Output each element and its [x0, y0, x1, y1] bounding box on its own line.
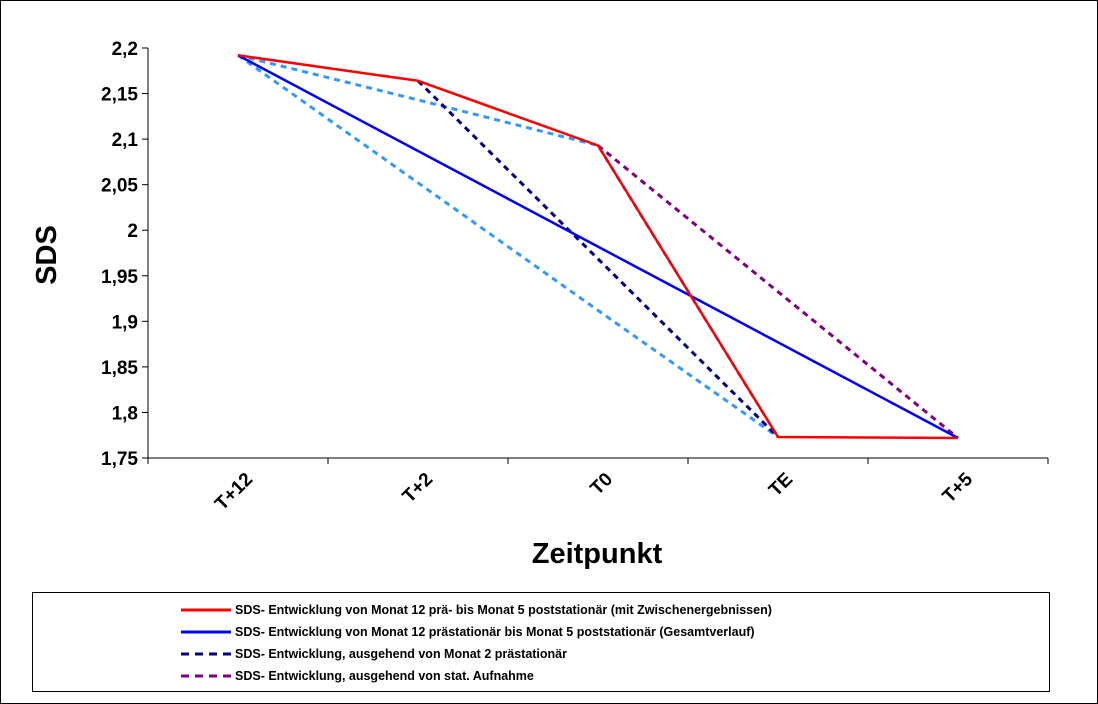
ticks-layer: 2,2 2,15 2,1 2,05 2 1,95 1,9 1,85 1,8 1,75 T+12 T+2… — [101, 39, 1049, 515]
y-tick-label: 2,2 — [112, 39, 138, 60]
legend-item: SDS- Entwicklung, ausgehend von stat. Au… — [181, 665, 534, 687]
y-tick-label: 2 — [127, 221, 138, 242]
series-line-3 — [416, 79, 780, 439]
legend-label: SDS- Entwicklung, ausgehend von stat. Au… — [235, 669, 534, 683]
series-layer — [237, 53, 959, 440]
y-tick-label: 2,05 — [101, 176, 138, 197]
y-tick-label: 1,85 — [101, 358, 138, 379]
legend-label: SDS- Entwicklung von Monat 12 prästation… — [235, 625, 755, 639]
series-line-1 — [237, 54, 959, 440]
x-tick-label: T+12 — [211, 469, 257, 515]
y-tick-label: 2,1 — [112, 130, 139, 151]
legend-swatch — [181, 674, 231, 678]
legend-swatch — [181, 630, 231, 634]
x-tick-label: TE — [765, 469, 797, 501]
x-axis-title: Zeitpunkt — [532, 538, 663, 570]
legend: SDS- Entwicklung von Monat 12 prä- bis M… — [32, 592, 1050, 692]
axes — [147, 48, 1048, 459]
y-tick-label: 2,15 — [101, 85, 138, 106]
chart-area: 2,2 2,15 2,1 2,05 2 1,95 1,9 1,85 1,8 1,75 T+12 T+2… — [31, 39, 1049, 570]
series-line-2 — [237, 54, 959, 440]
legend-label: SDS- Entwicklung von Monat 12 prä- bis M… — [235, 603, 772, 617]
series-line-4 — [597, 144, 959, 440]
y-tick-label: 1,9 — [112, 312, 138, 333]
y-tick-label: 1,75 — [101, 449, 138, 470]
legend-item: SDS- Entwicklung, ausgehend von Monat 2 … — [181, 643, 567, 665]
x-tick-label: T0 — [587, 469, 618, 500]
y-tick-label: 1,95 — [101, 267, 138, 288]
legend-label: SDS- Entwicklung, ausgehend von Monat 2 … — [235, 647, 567, 661]
series-line-6 — [237, 54, 779, 439]
y-tick-label: 1,8 — [112, 403, 138, 424]
legend-item: SDS- Entwicklung von Monat 12 prä- bis M… — [181, 599, 772, 621]
legend-swatch — [181, 608, 231, 612]
legend-item: SDS- Entwicklung von Monat 12 prästation… — [181, 621, 755, 643]
x-tick-label: T+5 — [939, 469, 978, 508]
x-tick-label: T+2 — [399, 469, 437, 507]
y-axis-title: SDS — [31, 225, 63, 285]
legend-swatch — [181, 652, 231, 656]
